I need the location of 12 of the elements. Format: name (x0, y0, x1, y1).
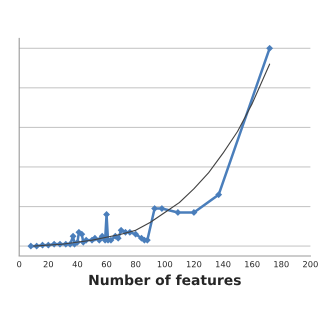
x-tick-label: 160 (245, 261, 260, 268)
x-tick-label: 80 (130, 261, 140, 268)
x-tick-label: 120 (186, 261, 202, 268)
x-tick-label: 100 (158, 261, 172, 268)
x-tick-label: 0 (17, 261, 22, 268)
x-tick-label: 140 (216, 261, 230, 268)
x-tick-label: 60 (102, 261, 112, 268)
x-tick-label: 40 (72, 261, 82, 268)
x-tick-label: 180 (274, 261, 289, 268)
x-tick-label: 20 (44, 261, 54, 268)
x-axis-title: Number of features (89, 274, 241, 286)
x-tick-label: 200 (303, 261, 318, 268)
